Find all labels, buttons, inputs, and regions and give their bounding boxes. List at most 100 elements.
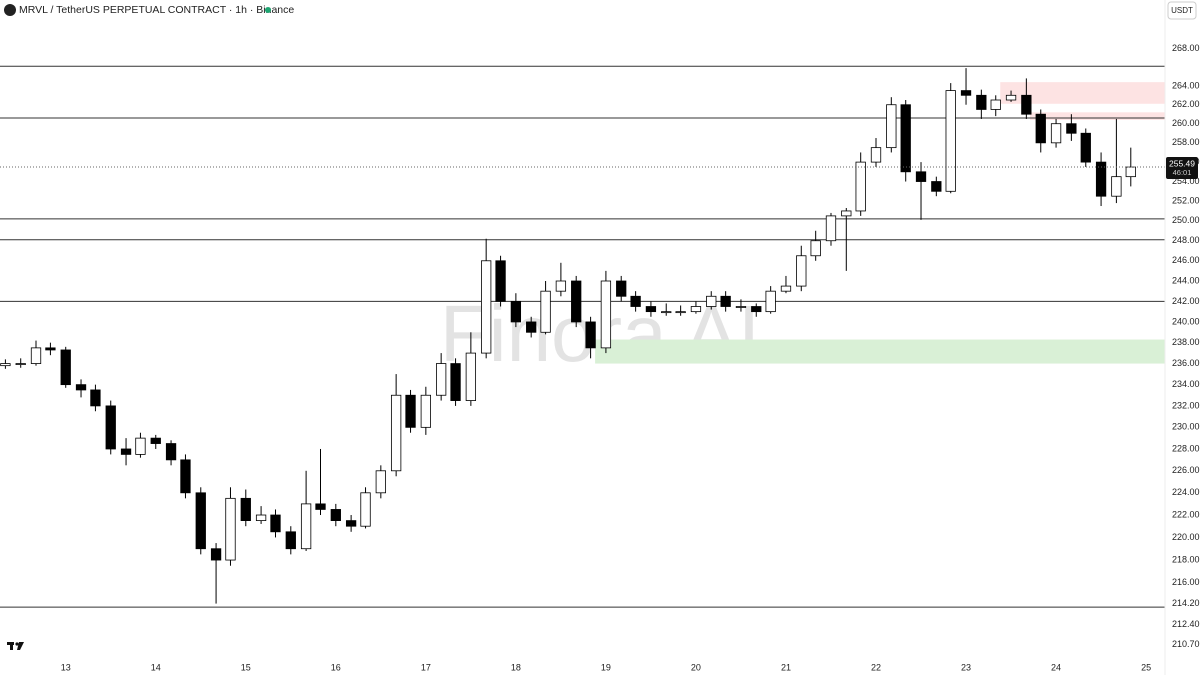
y-tick-label: 218.00 <box>1172 554 1200 564</box>
candle-body <box>796 255 807 287</box>
candle-body <box>90 389 101 407</box>
y-tick-label: 264.00 <box>1172 80 1200 90</box>
candle-body <box>765 290 776 313</box>
x-tick-label: 18 <box>511 662 521 672</box>
y-tick-label: 228.00 <box>1172 443 1200 453</box>
candle-body <box>855 161 866 212</box>
candle-body <box>915 171 927 182</box>
x-tick-label: 21 <box>781 662 791 672</box>
x-tick-label: 15 <box>241 662 251 672</box>
candle-body <box>751 306 762 313</box>
candle-body <box>706 295 717 307</box>
y-tick-label: 262.00 <box>1172 99 1200 109</box>
candle-body <box>780 285 792 292</box>
candle-body <box>1066 123 1077 134</box>
tv-logo <box>7 642 24 650</box>
x-tick-label: 22 <box>871 662 881 672</box>
currency-box[interactable] <box>1167 1 1197 20</box>
candle-body <box>600 280 612 349</box>
candle-body <box>945 90 956 192</box>
status-dot <box>265 7 271 13</box>
candle-body <box>105 405 116 450</box>
y-tick-label: 232.00 <box>1172 400 1200 410</box>
candle-body <box>60 349 71 386</box>
y-tick-label: 216.00 <box>1172 577 1200 587</box>
x-tick-label: 14 <box>151 662 161 672</box>
candle-body <box>900 104 911 173</box>
last-price-label: 255.49 <box>1169 158 1195 168</box>
x-tick-label: 17 <box>421 662 431 672</box>
candle-body <box>225 497 236 561</box>
candle-body <box>1080 132 1091 163</box>
candle-body <box>165 443 177 461</box>
y-tick-label: 210.70 <box>1172 639 1200 649</box>
candle-body <box>300 503 312 550</box>
candle-body <box>150 437 161 444</box>
x-tick-label: 25 <box>1141 662 1151 672</box>
countdown: 46:01 <box>1173 168 1192 177</box>
candle-body <box>526 321 537 333</box>
y-tick-label: 252.00 <box>1172 195 1200 205</box>
candle-body <box>405 394 416 428</box>
candle-body <box>285 531 296 550</box>
y-tick-label: 254.00 <box>1172 176 1200 186</box>
y-tick-label: 246.00 <box>1172 255 1200 265</box>
plot <box>0 65 1165 608</box>
candle-body <box>330 509 341 522</box>
y-tick-label: 250.00 <box>1172 215 1200 225</box>
y-tick-label: 214.20 <box>1172 598 1200 608</box>
y-tick-label: 234.00 <box>1172 379 1200 389</box>
x-tick-label: 16 <box>331 662 341 672</box>
candle-body <box>481 260 492 354</box>
zone <box>1029 112 1165 120</box>
x-tick-label: 23 <box>961 662 971 672</box>
candle-body <box>990 99 1001 110</box>
y-tick-label: 268.00 <box>1172 43 1200 53</box>
candle-body <box>420 394 431 428</box>
candle-body <box>15 363 26 365</box>
candle-body <box>1095 161 1107 197</box>
candle-body <box>841 210 852 217</box>
candle-body <box>735 306 747 308</box>
candle-body <box>270 514 281 533</box>
zone <box>1000 82 1165 104</box>
y-tick-label: 220.00 <box>1172 532 1200 542</box>
y-tick-label: 222.00 <box>1172 509 1200 519</box>
candle-body <box>555 280 567 292</box>
y-tick-label: 226.00 <box>1172 465 1200 475</box>
candle-body <box>75 384 87 391</box>
last-price-box <box>1166 157 1198 180</box>
candle-body <box>585 321 596 349</box>
candle-body <box>360 492 371 527</box>
y-tick-label: 240.00 <box>1172 316 1200 326</box>
zone <box>595 339 1165 364</box>
symbol-icon <box>4 4 16 16</box>
candle-body <box>345 520 357 527</box>
y-tick-label: 212.40 <box>1172 619 1200 629</box>
candle-body <box>886 104 897 149</box>
y-tick-label: 258.00 <box>1172 137 1200 147</box>
x-tick-label: 24 <box>1051 662 1061 672</box>
x-tick-label: 20 <box>691 662 701 672</box>
candle-body <box>0 363 11 367</box>
y-tick-label: 260.00 <box>1172 118 1200 128</box>
candle-body <box>675 311 686 314</box>
candle-body <box>450 363 461 401</box>
candle-body <box>960 90 972 96</box>
x-tick-label: 13 <box>61 662 71 672</box>
candle-body <box>495 260 506 302</box>
candle-body <box>645 306 657 313</box>
candle-body <box>436 363 447 396</box>
candle-body <box>510 300 522 323</box>
candle-body <box>1035 113 1046 144</box>
y-tick-label: 238.00 <box>1172 337 1200 347</box>
candle-body <box>661 311 672 314</box>
candle-body <box>720 295 731 307</box>
currency: USDT <box>1171 6 1193 15</box>
candle-body <box>1005 94 1017 101</box>
candle-body <box>1125 166 1136 178</box>
candle-body <box>1111 176 1122 197</box>
y-tick-label: 244.00 <box>1172 275 1200 285</box>
